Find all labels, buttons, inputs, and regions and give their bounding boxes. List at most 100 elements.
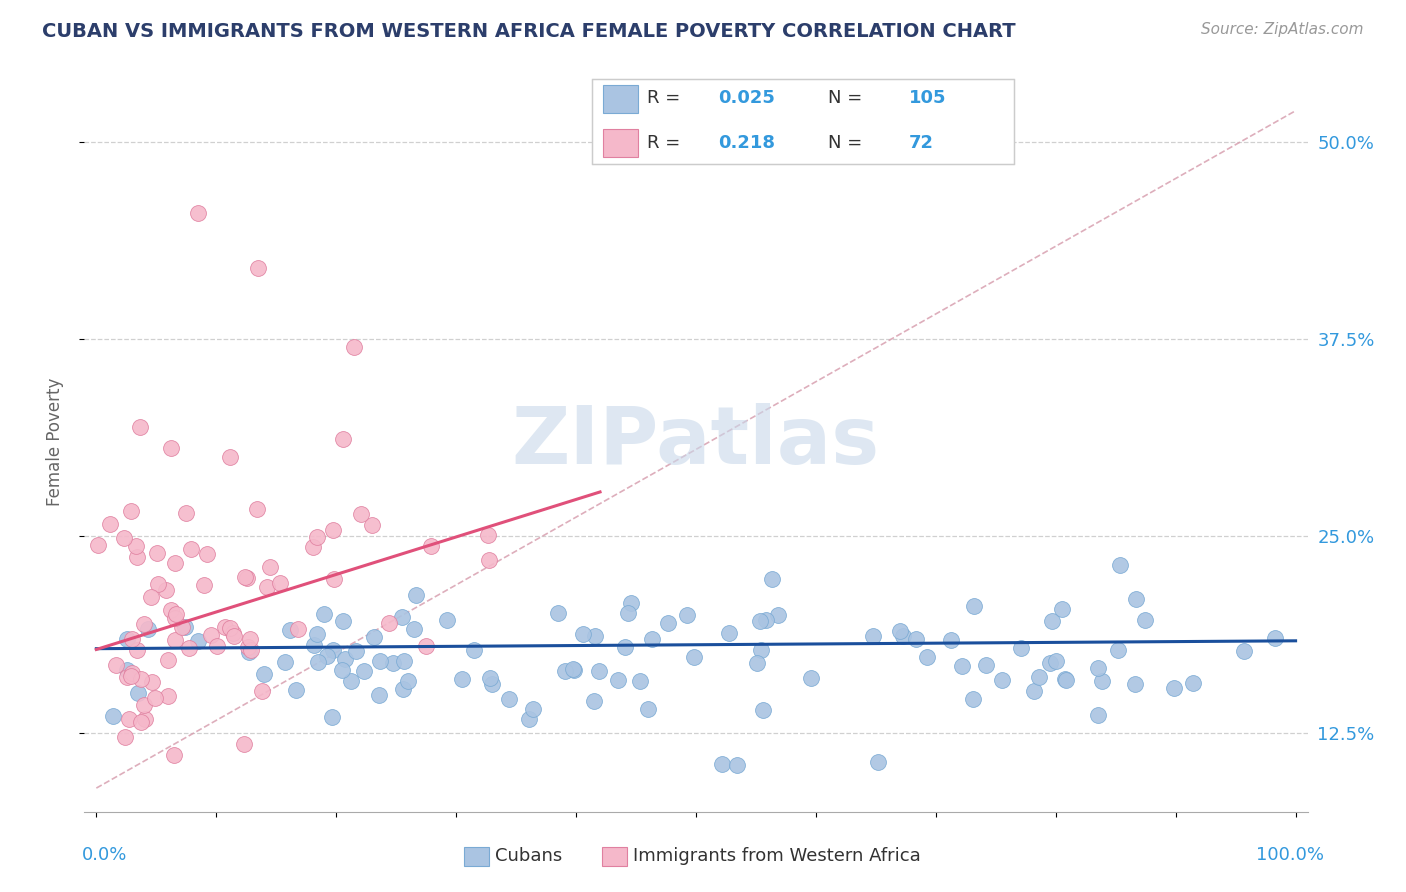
Point: [976, 658, 998, 673]
Point: [755, 613, 778, 627]
Point: [238, 645, 260, 659]
Point: [187, 633, 209, 648]
Point: [463, 642, 485, 657]
Point: [134, 617, 156, 632]
Point: [322, 524, 344, 538]
Point: [200, 628, 222, 642]
Point: [134, 698, 156, 713]
Point: [1133, 613, 1156, 627]
Point: [963, 599, 986, 613]
Point: [1107, 643, 1129, 657]
Point: [269, 575, 291, 590]
Point: [396, 673, 419, 688]
Point: [478, 552, 501, 566]
Point: [1087, 707, 1109, 722]
Point: [129, 715, 152, 730]
Point: [637, 702, 659, 716]
Point: [478, 671, 501, 685]
Point: [1028, 670, 1050, 684]
Text: 0.0%: 0.0%: [82, 846, 127, 863]
Point: [392, 654, 415, 668]
Point: [247, 261, 270, 276]
Point: [278, 623, 301, 637]
Point: [1109, 558, 1132, 573]
Point: [219, 621, 242, 635]
Point: [718, 626, 741, 640]
Point: [165, 607, 187, 622]
Point: [157, 653, 180, 667]
Point: [117, 663, 139, 677]
Point: [155, 582, 177, 597]
Point: [179, 641, 201, 656]
Point: [749, 643, 772, 657]
Point: [172, 620, 194, 634]
Point: [350, 507, 373, 521]
Point: [711, 757, 734, 772]
Text: Source: ZipAtlas.com: Source: ZipAtlas.com: [1201, 22, 1364, 37]
Point: [302, 638, 325, 652]
Y-axis label: Female Poverty: Female Poverty: [45, 377, 63, 506]
Point: [572, 627, 595, 641]
Point: [990, 673, 1012, 687]
Point: [238, 632, 260, 647]
Point: [1087, 661, 1109, 675]
Point: [657, 616, 679, 631]
Point: [193, 578, 215, 592]
Point: [127, 686, 149, 700]
Point: [682, 649, 704, 664]
Text: 100.0%: 100.0%: [1257, 846, 1324, 863]
Point: [159, 603, 181, 617]
Point: [174, 506, 197, 520]
Point: [180, 542, 202, 557]
Point: [141, 674, 163, 689]
Point: [256, 580, 278, 594]
Point: [391, 610, 413, 624]
Point: [118, 712, 141, 726]
Point: [165, 557, 187, 571]
Point: [134, 712, 156, 726]
Point: [307, 655, 329, 669]
Point: [235, 571, 257, 585]
Point: [163, 748, 186, 763]
Point: [205, 639, 228, 653]
Point: [250, 684, 273, 698]
Point: [187, 206, 209, 220]
Point: [583, 629, 606, 643]
Point: [402, 622, 425, 636]
Point: [121, 632, 143, 646]
Point: [363, 631, 385, 645]
Point: [330, 664, 353, 678]
Point: [240, 643, 263, 657]
Point: [146, 546, 169, 560]
Point: [307, 530, 329, 544]
Point: [173, 619, 195, 633]
Point: [547, 606, 569, 620]
Point: [273, 655, 295, 669]
Point: [103, 709, 125, 723]
Point: [641, 632, 664, 646]
Point: [112, 531, 135, 545]
Point: [436, 613, 458, 627]
Point: [745, 657, 768, 671]
Point: [751, 703, 773, 717]
Point: [368, 688, 391, 702]
Point: [120, 669, 142, 683]
Point: [628, 673, 651, 688]
Point: [866, 755, 889, 769]
Point: [891, 629, 914, 643]
Point: [391, 681, 413, 696]
Point: [889, 624, 911, 639]
Point: [1054, 673, 1077, 688]
Point: [353, 665, 375, 679]
Point: [129, 672, 152, 686]
Point: [121, 665, 143, 680]
Point: [259, 559, 281, 574]
Point: [156, 689, 179, 703]
Point: [950, 659, 973, 673]
Point: [238, 640, 260, 654]
Point: [378, 615, 401, 630]
Point: [344, 644, 367, 658]
Point: [613, 640, 636, 655]
Point: [312, 607, 335, 622]
Point: [450, 673, 472, 687]
